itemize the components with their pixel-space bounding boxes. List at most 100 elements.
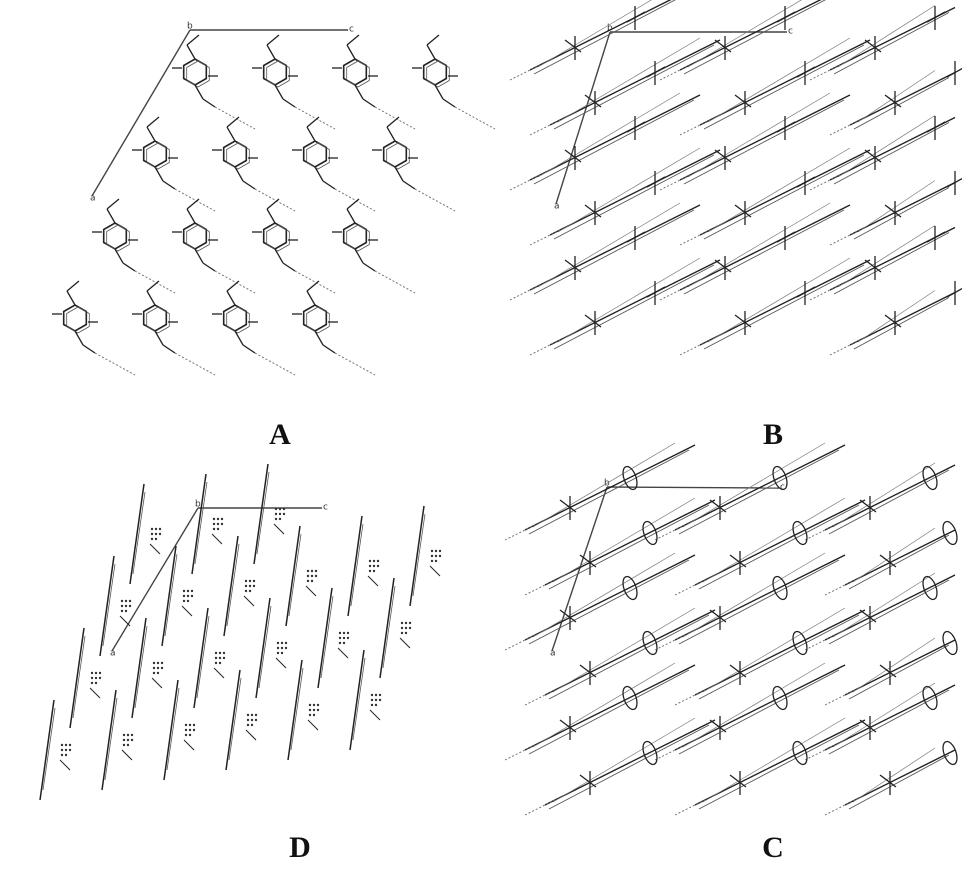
atom-dot: [251, 724, 253, 726]
atom-dot: [307, 580, 309, 582]
panel-label: C: [762, 831, 784, 864]
atom-dot: [151, 533, 153, 535]
atom-dot: [189, 734, 191, 736]
atom-dot: [125, 610, 127, 612]
atom-dot: [213, 528, 215, 530]
atom-dot: [247, 714, 249, 716]
atom-dot: [151, 528, 153, 530]
atom-dot: [159, 528, 161, 530]
atom-dot: [283, 508, 285, 510]
atom-dot: [153, 667, 155, 669]
atom-dot: [279, 513, 281, 515]
atom-dot: [249, 580, 251, 582]
atom-dot: [377, 560, 379, 562]
atom-dot: [439, 550, 441, 552]
atom-dot: [431, 550, 433, 552]
atom-dot: [61, 754, 63, 756]
atom-dot: [213, 518, 215, 520]
atom-dot: [153, 662, 155, 664]
atom-dot: [435, 555, 437, 557]
atom-dot: [277, 642, 279, 644]
atom-dot: [189, 724, 191, 726]
atom-dot: [401, 632, 403, 634]
atom-dot: [371, 699, 373, 701]
atom-dot: [221, 523, 223, 525]
panel-label: A: [269, 418, 291, 451]
atom-dot: [61, 744, 63, 746]
axis-label: c: [323, 503, 328, 513]
atom-dot: [401, 622, 403, 624]
atom-dot: [91, 672, 93, 674]
atom-dot: [129, 600, 131, 602]
atom-dot: [347, 637, 349, 639]
atom-dot: [317, 704, 319, 706]
atom-dot: [315, 575, 317, 577]
atom-dot: [317, 709, 319, 711]
atom-dot: [311, 580, 313, 582]
atom-dot: [187, 600, 189, 602]
atom-dot: [431, 560, 433, 562]
atom-dot: [95, 672, 97, 674]
atom-dot: [215, 652, 217, 654]
atom-dot: [375, 699, 377, 701]
atom-dot: [247, 724, 249, 726]
atom-dot: [279, 508, 281, 510]
atom-dot: [313, 714, 315, 716]
atom-dot: [377, 565, 379, 567]
atom-dot: [219, 652, 221, 654]
atom-dot: [251, 714, 253, 716]
atom-dot: [157, 667, 159, 669]
atom-dot: [279, 518, 281, 520]
atom-dot: [131, 739, 133, 741]
atom-dot: [185, 724, 187, 726]
atom-dot: [191, 590, 193, 592]
atom-dot: [249, 590, 251, 592]
atom-dot: [157, 672, 159, 674]
atom-dot: [309, 714, 311, 716]
atom-dot: [91, 682, 93, 684]
atom-dot: [405, 632, 407, 634]
axis-label: b: [187, 22, 193, 32]
atom-dot: [435, 550, 437, 552]
atom-dot: [129, 605, 131, 607]
atom-dot: [161, 662, 163, 664]
atom-dot: [379, 699, 381, 701]
atom-dot: [127, 739, 129, 741]
atom-dot: [251, 719, 253, 721]
atom-dot: [193, 729, 195, 731]
atom-dot: [409, 622, 411, 624]
atom-dot: [187, 595, 189, 597]
axis-label: a: [110, 649, 116, 659]
atom-dot: [127, 734, 129, 736]
atom-dot: [219, 657, 221, 659]
atom-dot: [95, 682, 97, 684]
atom-dot: [159, 533, 161, 535]
atom-dot: [285, 642, 287, 644]
atom-dot: [253, 580, 255, 582]
atom-dot: [155, 538, 157, 540]
atom-dot: [339, 637, 341, 639]
panel-label: B: [763, 418, 783, 451]
atom-dot: [155, 528, 157, 530]
atom-dot: [125, 605, 127, 607]
atom-dot: [343, 642, 345, 644]
axis-label: c: [349, 25, 354, 35]
atom-dot: [121, 605, 123, 607]
atom-dot: [309, 709, 311, 711]
atom-dot: [281, 642, 283, 644]
atom-dot: [313, 704, 315, 706]
atom-dot: [217, 518, 219, 520]
atom-dot: [95, 677, 97, 679]
atom-dot: [131, 734, 133, 736]
axis-label: b: [195, 500, 201, 510]
axis-label: a: [554, 202, 560, 212]
atom-dot: [281, 652, 283, 654]
atom-dot: [123, 734, 125, 736]
atom-dot: [339, 642, 341, 644]
atom-dot: [275, 513, 277, 515]
atom-dot: [217, 528, 219, 530]
atom-dot: [435, 560, 437, 562]
atom-dot: [307, 570, 309, 572]
atom-dot: [65, 754, 67, 756]
atom-dot: [213, 523, 215, 525]
